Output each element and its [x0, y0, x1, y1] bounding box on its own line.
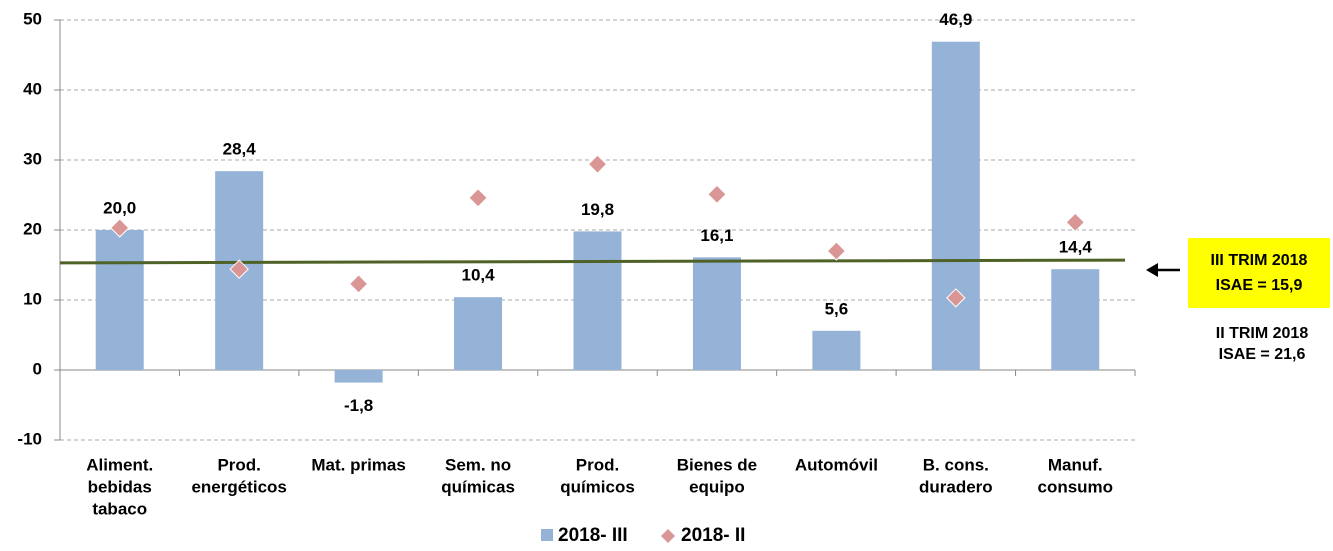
- data-label: 16,1: [700, 226, 733, 245]
- x-tick-label: energéticos: [191, 477, 286, 496]
- bar: [692, 257, 741, 370]
- x-tick-label: tabaco: [92, 499, 147, 518]
- bar: [454, 297, 503, 370]
- diamond-marker: [587, 154, 608, 174]
- annotation: ISAE = 15,9: [1216, 277, 1303, 294]
- legend-label: 2018- II: [681, 525, 745, 546]
- annotation: II TRIM 2018: [1216, 325, 1309, 342]
- data-label: 20,0: [103, 198, 136, 217]
- x-tick-label: bebidas: [88, 477, 152, 496]
- arrow-head: [1146, 263, 1158, 277]
- x-tick-label: B. cons.: [923, 455, 989, 474]
- diamond-marker: [229, 259, 249, 279]
- y-tick-label: -10: [17, 429, 42, 448]
- x-tick-label: consumo: [1037, 477, 1113, 496]
- bar: [573, 231, 622, 370]
- bar: [95, 230, 144, 370]
- data-label: 14,4: [1059, 238, 1093, 257]
- y-tick-label: 30: [23, 149, 42, 168]
- data-label: 46,9: [939, 10, 972, 29]
- annotation: III TRIM 2018: [1211, 252, 1308, 269]
- x-tick-label: Mat. primas: [311, 455, 405, 474]
- x-tick-label: equipo: [689, 477, 745, 496]
- bar: [1051, 269, 1100, 370]
- bar: [334, 370, 383, 383]
- x-tick-label: Aliment.: [86, 455, 153, 474]
- annotation-box: [1188, 238, 1330, 308]
- x-tick-label: Manuf.: [1048, 455, 1103, 474]
- legend-swatch: [661, 529, 675, 543]
- x-tick-label: Prod.: [217, 455, 260, 474]
- data-label: -1,8: [344, 396, 373, 415]
- diamond-marker: [468, 188, 488, 208]
- data-label: 19,8: [581, 200, 614, 219]
- y-tick-label: 50: [23, 9, 42, 28]
- diamond-marker: [1065, 212, 1085, 233]
- bar: [812, 330, 861, 370]
- bar: [931, 41, 980, 370]
- annotation: ISAE = 21,6: [1219, 346, 1306, 363]
- legend-swatch: [541, 529, 553, 541]
- legend-label: 2018- III: [558, 525, 628, 546]
- diamond-marker: [826, 241, 847, 261]
- diamond-marker: [348, 274, 369, 294]
- data-label: 5,6: [825, 299, 849, 318]
- x-tick-label: Prod.: [576, 455, 619, 474]
- y-tick-label: 20: [23, 219, 42, 238]
- x-tick-label: duradero: [919, 477, 993, 496]
- x-tick-label: Sem. no: [445, 455, 511, 474]
- x-tick-label: Bienes de: [677, 455, 757, 474]
- data-label: 28,4: [223, 140, 257, 159]
- diamond-marker: [946, 288, 966, 308]
- y-tick-label: 0: [33, 359, 42, 378]
- x-tick-label: químicas: [441, 477, 515, 496]
- diamond-marker: [110, 218, 130, 238]
- x-tick-label: Automóvil: [795, 455, 878, 474]
- y-tick-label: 40: [23, 79, 42, 98]
- data-label: 10,4: [462, 266, 496, 285]
- y-tick-label: 10: [23, 289, 42, 308]
- x-tick-label: químicos: [560, 477, 635, 496]
- diamond-marker: [707, 184, 727, 205]
